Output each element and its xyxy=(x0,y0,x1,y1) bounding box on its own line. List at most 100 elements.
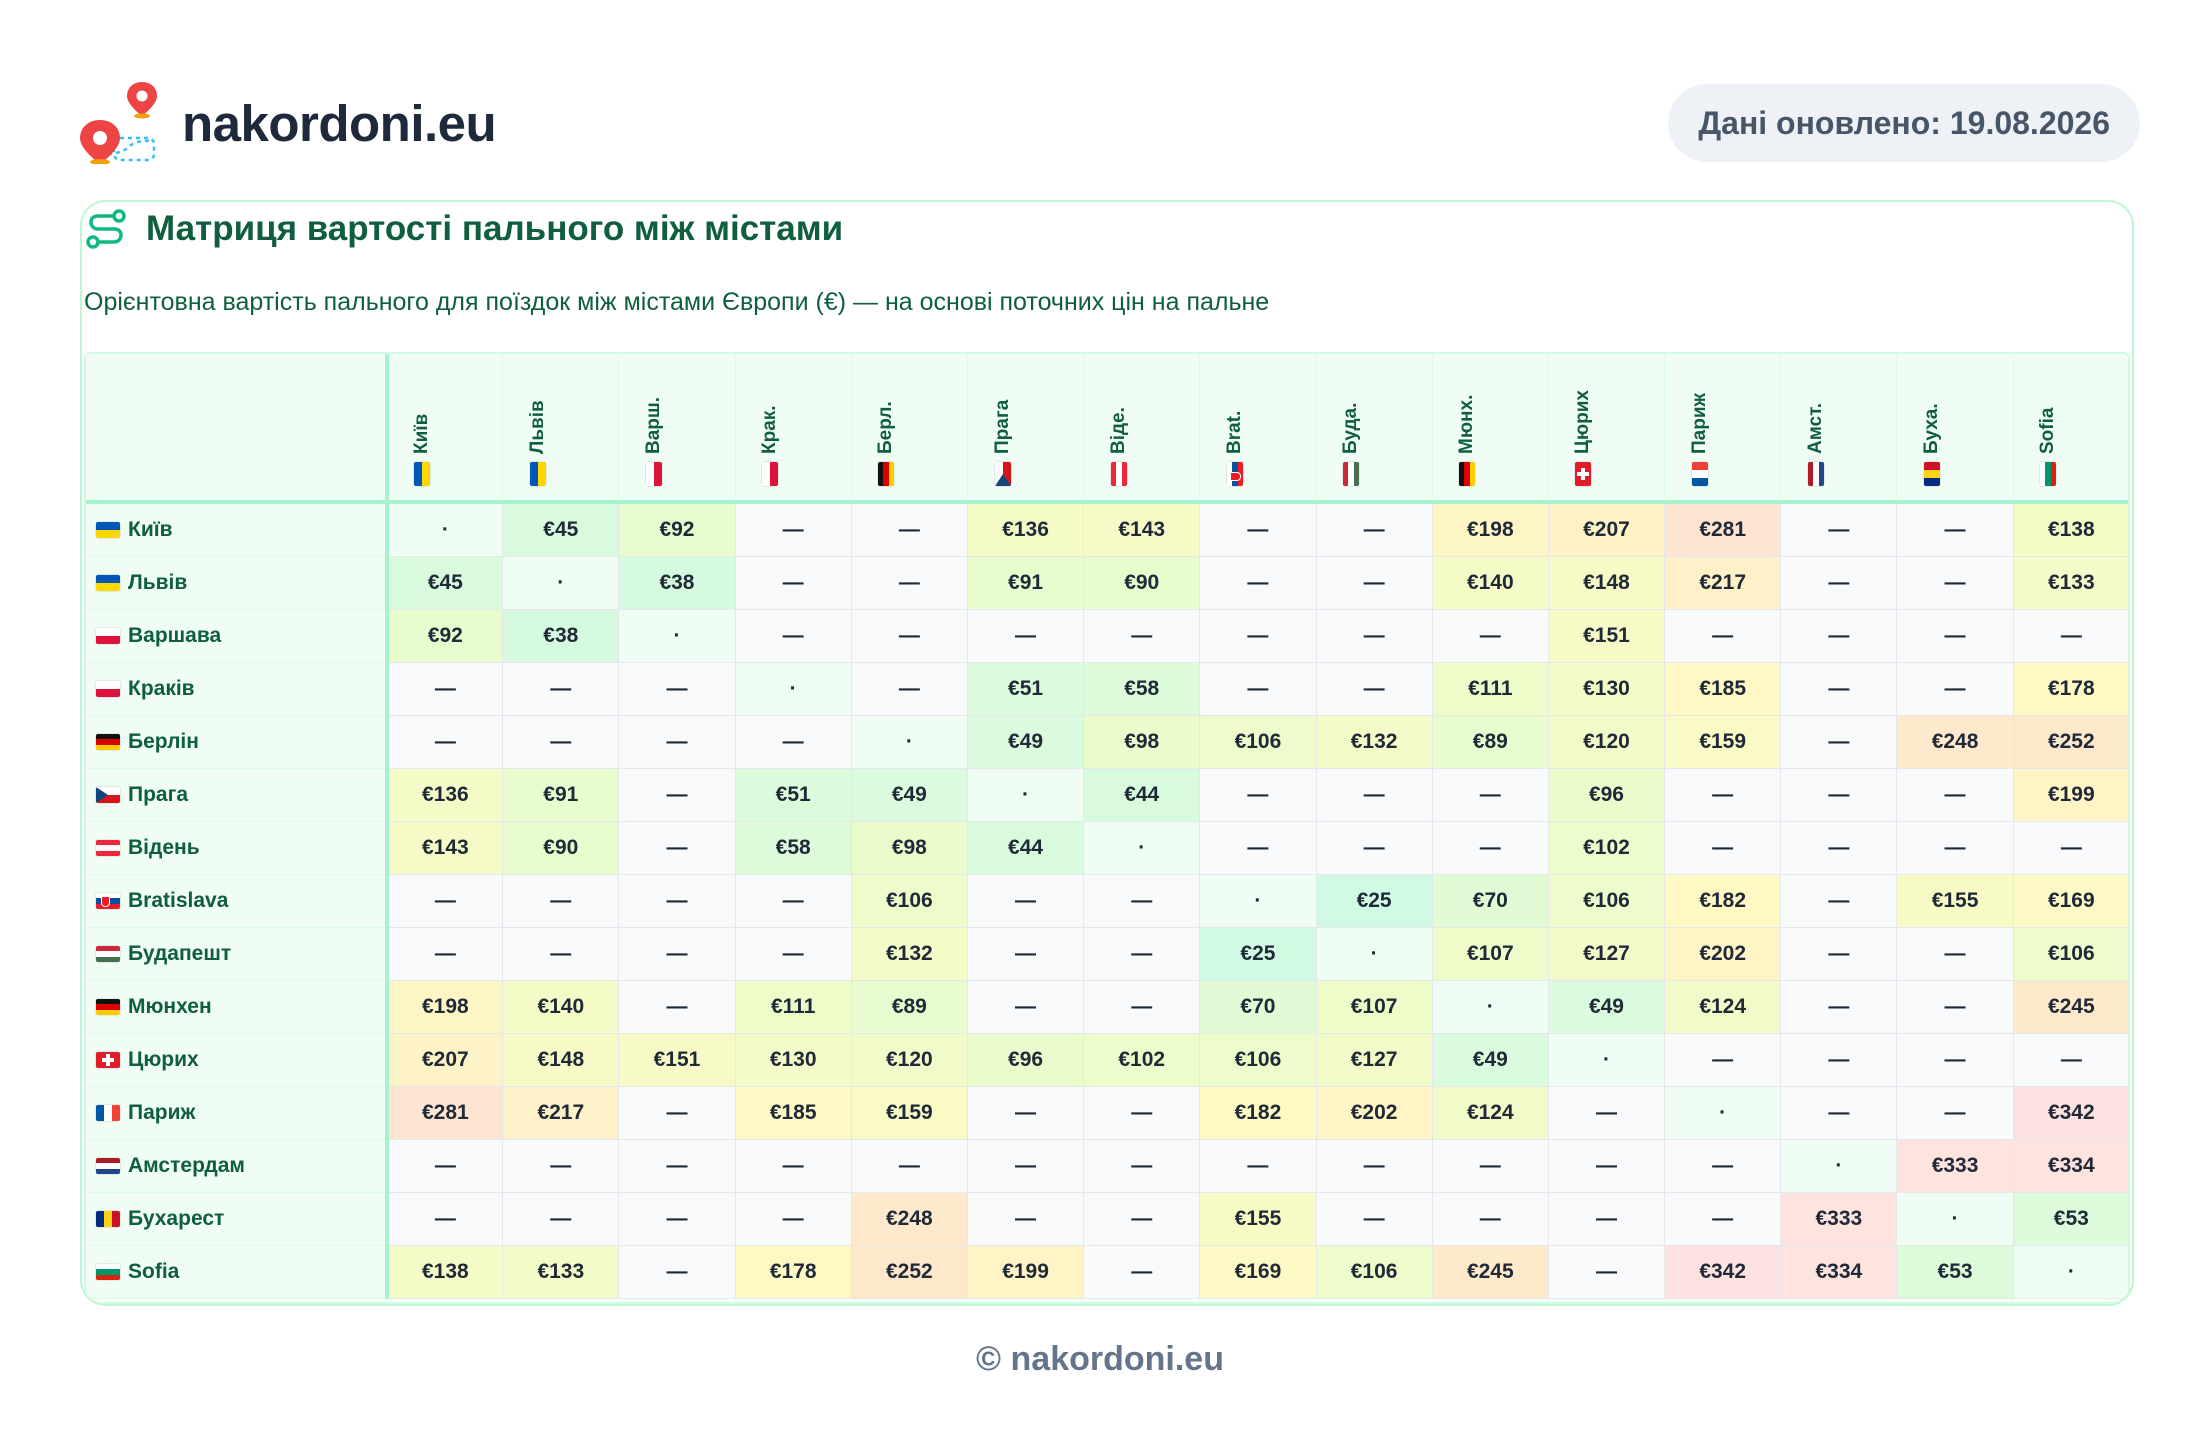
matrix-cell-cost[interactable]: €53 xyxy=(1896,1245,2014,1299)
matrix-cell-cost[interactable]: €202 xyxy=(1664,927,1782,981)
matrix-cell-cost[interactable]: €198 xyxy=(386,980,504,1034)
matrix-cell-cost[interactable]: €342 xyxy=(1664,1245,1782,1299)
matrix-cell-cost[interactable]: €185 xyxy=(1664,662,1782,716)
matrix-cell-cost[interactable]: €199 xyxy=(967,1245,1085,1299)
matrix-cell-cost[interactable]: €281 xyxy=(1664,502,1782,557)
matrix-cell-cost[interactable]: €334 xyxy=(2013,1139,2128,1193)
matrix-cell-cost[interactable]: €245 xyxy=(1432,1245,1549,1299)
matrix-cell-cost[interactable]: €89 xyxy=(851,980,968,1034)
matrix-cell-cost[interactable]: €140 xyxy=(502,980,620,1034)
matrix-cell-cost[interactable]: €96 xyxy=(1548,768,1666,822)
matrix-cell-cost[interactable]: €169 xyxy=(1199,1245,1317,1299)
matrix-cell-cost[interactable]: €25 xyxy=(1199,927,1317,981)
matrix-cell-cost[interactable]: €217 xyxy=(502,1086,620,1140)
matrix-cell-cost[interactable]: €281 xyxy=(386,1086,504,1140)
matrix-cell-cost[interactable]: €130 xyxy=(735,1033,852,1087)
matrix-cell-cost[interactable]: €49 xyxy=(1548,980,1666,1034)
matrix-cell-cost[interactable]: €58 xyxy=(1083,662,1201,716)
matrix-cell-cost[interactable]: €45 xyxy=(502,502,620,557)
matrix-cell-cost[interactable]: €140 xyxy=(1432,556,1549,610)
matrix-cell-cost[interactable]: €44 xyxy=(1083,768,1201,822)
matrix-cell-cost[interactable]: €132 xyxy=(851,927,968,981)
matrix-cell-cost[interactable]: €217 xyxy=(1664,556,1782,610)
matrix-cell-cost[interactable]: €89 xyxy=(1432,715,1549,769)
matrix-cell-cost[interactable]: €51 xyxy=(735,768,852,822)
matrix-cell-cost[interactable]: €102 xyxy=(1083,1033,1201,1087)
matrix-cell-cost[interactable]: €106 xyxy=(1199,1033,1317,1087)
matrix-cell-cost[interactable]: €45 xyxy=(386,556,504,610)
matrix-cell-cost[interactable]: €245 xyxy=(2013,980,2128,1034)
matrix-cell-cost[interactable]: €178 xyxy=(735,1245,852,1299)
matrix-cell-cost[interactable]: €120 xyxy=(1548,715,1666,769)
site-name[interactable]: nakordoni.eu xyxy=(182,95,497,152)
matrix-cell-cost[interactable]: €106 xyxy=(1316,1245,1433,1299)
matrix-cell-cost[interactable]: €138 xyxy=(386,1245,504,1299)
matrix-cell-cost[interactable]: €159 xyxy=(851,1086,968,1140)
matrix-cell-cost[interactable]: €127 xyxy=(1316,1033,1433,1087)
matrix-cell-cost[interactable]: €124 xyxy=(1432,1086,1549,1140)
matrix-cell-cost[interactable]: €111 xyxy=(735,980,852,1034)
matrix-cell-cost[interactable]: €70 xyxy=(1199,980,1317,1034)
matrix-cell-cost[interactable]: €44 xyxy=(967,821,1085,875)
matrix-cell-cost[interactable]: €106 xyxy=(2013,927,2128,981)
matrix-cell-cost[interactable]: €185 xyxy=(735,1086,852,1140)
matrix-cell-cost[interactable]: €199 xyxy=(2013,768,2128,822)
matrix-cell-cost[interactable]: €133 xyxy=(502,1245,620,1299)
matrix-cell-cost[interactable]: €111 xyxy=(1432,662,1549,716)
matrix-cell-cost[interactable]: €49 xyxy=(1432,1033,1549,1087)
matrix-cell-cost[interactable]: €207 xyxy=(1548,502,1666,557)
matrix-cell-cost[interactable]: €178 xyxy=(2013,662,2128,716)
matrix-cell-cost[interactable]: €58 xyxy=(735,821,852,875)
matrix-cell-cost[interactable]: €252 xyxy=(2013,715,2128,769)
matrix-cell-cost[interactable]: €106 xyxy=(851,874,968,928)
matrix-cell-cost[interactable]: €91 xyxy=(967,556,1085,610)
matrix-cell-cost[interactable]: €136 xyxy=(386,768,504,822)
matrix-cell-cost[interactable]: €92 xyxy=(386,609,504,663)
matrix-cell-cost[interactable]: €96 xyxy=(967,1033,1085,1087)
matrix-cell-cost[interactable]: €333 xyxy=(1896,1139,2014,1193)
matrix-cell-cost[interactable]: €151 xyxy=(1548,609,1666,663)
matrix-cell-cost[interactable]: €252 xyxy=(851,1245,968,1299)
matrix-cell-cost[interactable]: €155 xyxy=(1199,1192,1317,1246)
matrix-cell-cost[interactable]: €143 xyxy=(386,821,504,875)
matrix-cell-cost[interactable]: €91 xyxy=(502,768,620,822)
matrix-cell-cost[interactable]: €124 xyxy=(1664,980,1782,1034)
matrix-cell-cost[interactable]: €159 xyxy=(1664,715,1782,769)
matrix-cell-cost[interactable]: €38 xyxy=(502,609,620,663)
matrix-cell-cost[interactable]: €38 xyxy=(618,556,736,610)
matrix-cell-cost[interactable]: €138 xyxy=(2013,502,2128,557)
matrix-cell-cost[interactable]: €248 xyxy=(1896,715,2014,769)
matrix-cell-cost[interactable]: €92 xyxy=(618,502,736,557)
matrix-cell-cost[interactable]: €342 xyxy=(2013,1086,2128,1140)
matrix-cell-cost[interactable]: €49 xyxy=(967,715,1085,769)
matrix-cell-cost[interactable]: €107 xyxy=(1432,927,1549,981)
matrix-cell-cost[interactable]: €90 xyxy=(1083,556,1201,610)
matrix-cell-cost[interactable]: €143 xyxy=(1083,502,1201,557)
matrix-cell-cost[interactable]: €151 xyxy=(618,1033,736,1087)
matrix-cell-cost[interactable]: €182 xyxy=(1199,1086,1317,1140)
matrix-cell-cost[interactable]: €333 xyxy=(1780,1192,1898,1246)
matrix-cell-cost[interactable]: €133 xyxy=(2013,556,2128,610)
matrix-cell-cost[interactable]: €132 xyxy=(1316,715,1433,769)
matrix-cell-cost[interactable]: €248 xyxy=(851,1192,968,1246)
matrix-cell-cost[interactable]: €155 xyxy=(1896,874,2014,928)
map-pin-route-icon[interactable] xyxy=(80,80,160,165)
matrix-cell-cost[interactable]: €127 xyxy=(1548,927,1666,981)
matrix-cell-cost[interactable]: €148 xyxy=(1548,556,1666,610)
matrix-cell-cost[interactable]: €207 xyxy=(386,1033,504,1087)
matrix-cell-cost[interactable]: €334 xyxy=(1780,1245,1898,1299)
matrix-cell-cost[interactable]: €53 xyxy=(2013,1192,2128,1246)
matrix-cell-cost[interactable]: €107 xyxy=(1316,980,1433,1034)
matrix-cell-cost[interactable]: €120 xyxy=(851,1033,968,1087)
matrix-cell-cost[interactable]: €51 xyxy=(967,662,1085,716)
matrix-cell-cost[interactable]: €49 xyxy=(851,768,968,822)
matrix-cell-cost[interactable]: €106 xyxy=(1548,874,1666,928)
matrix-cell-cost[interactable]: €169 xyxy=(2013,874,2128,928)
matrix-cell-cost[interactable]: €202 xyxy=(1316,1086,1433,1140)
matrix-cell-cost[interactable]: €98 xyxy=(851,821,968,875)
matrix-cell-cost[interactable]: €182 xyxy=(1664,874,1782,928)
matrix-cell-cost[interactable]: €25 xyxy=(1316,874,1433,928)
matrix-cell-cost[interactable]: €98 xyxy=(1083,715,1201,769)
matrix-cell-cost[interactable]: €148 xyxy=(502,1033,620,1087)
matrix-cell-cost[interactable]: €106 xyxy=(1199,715,1317,769)
